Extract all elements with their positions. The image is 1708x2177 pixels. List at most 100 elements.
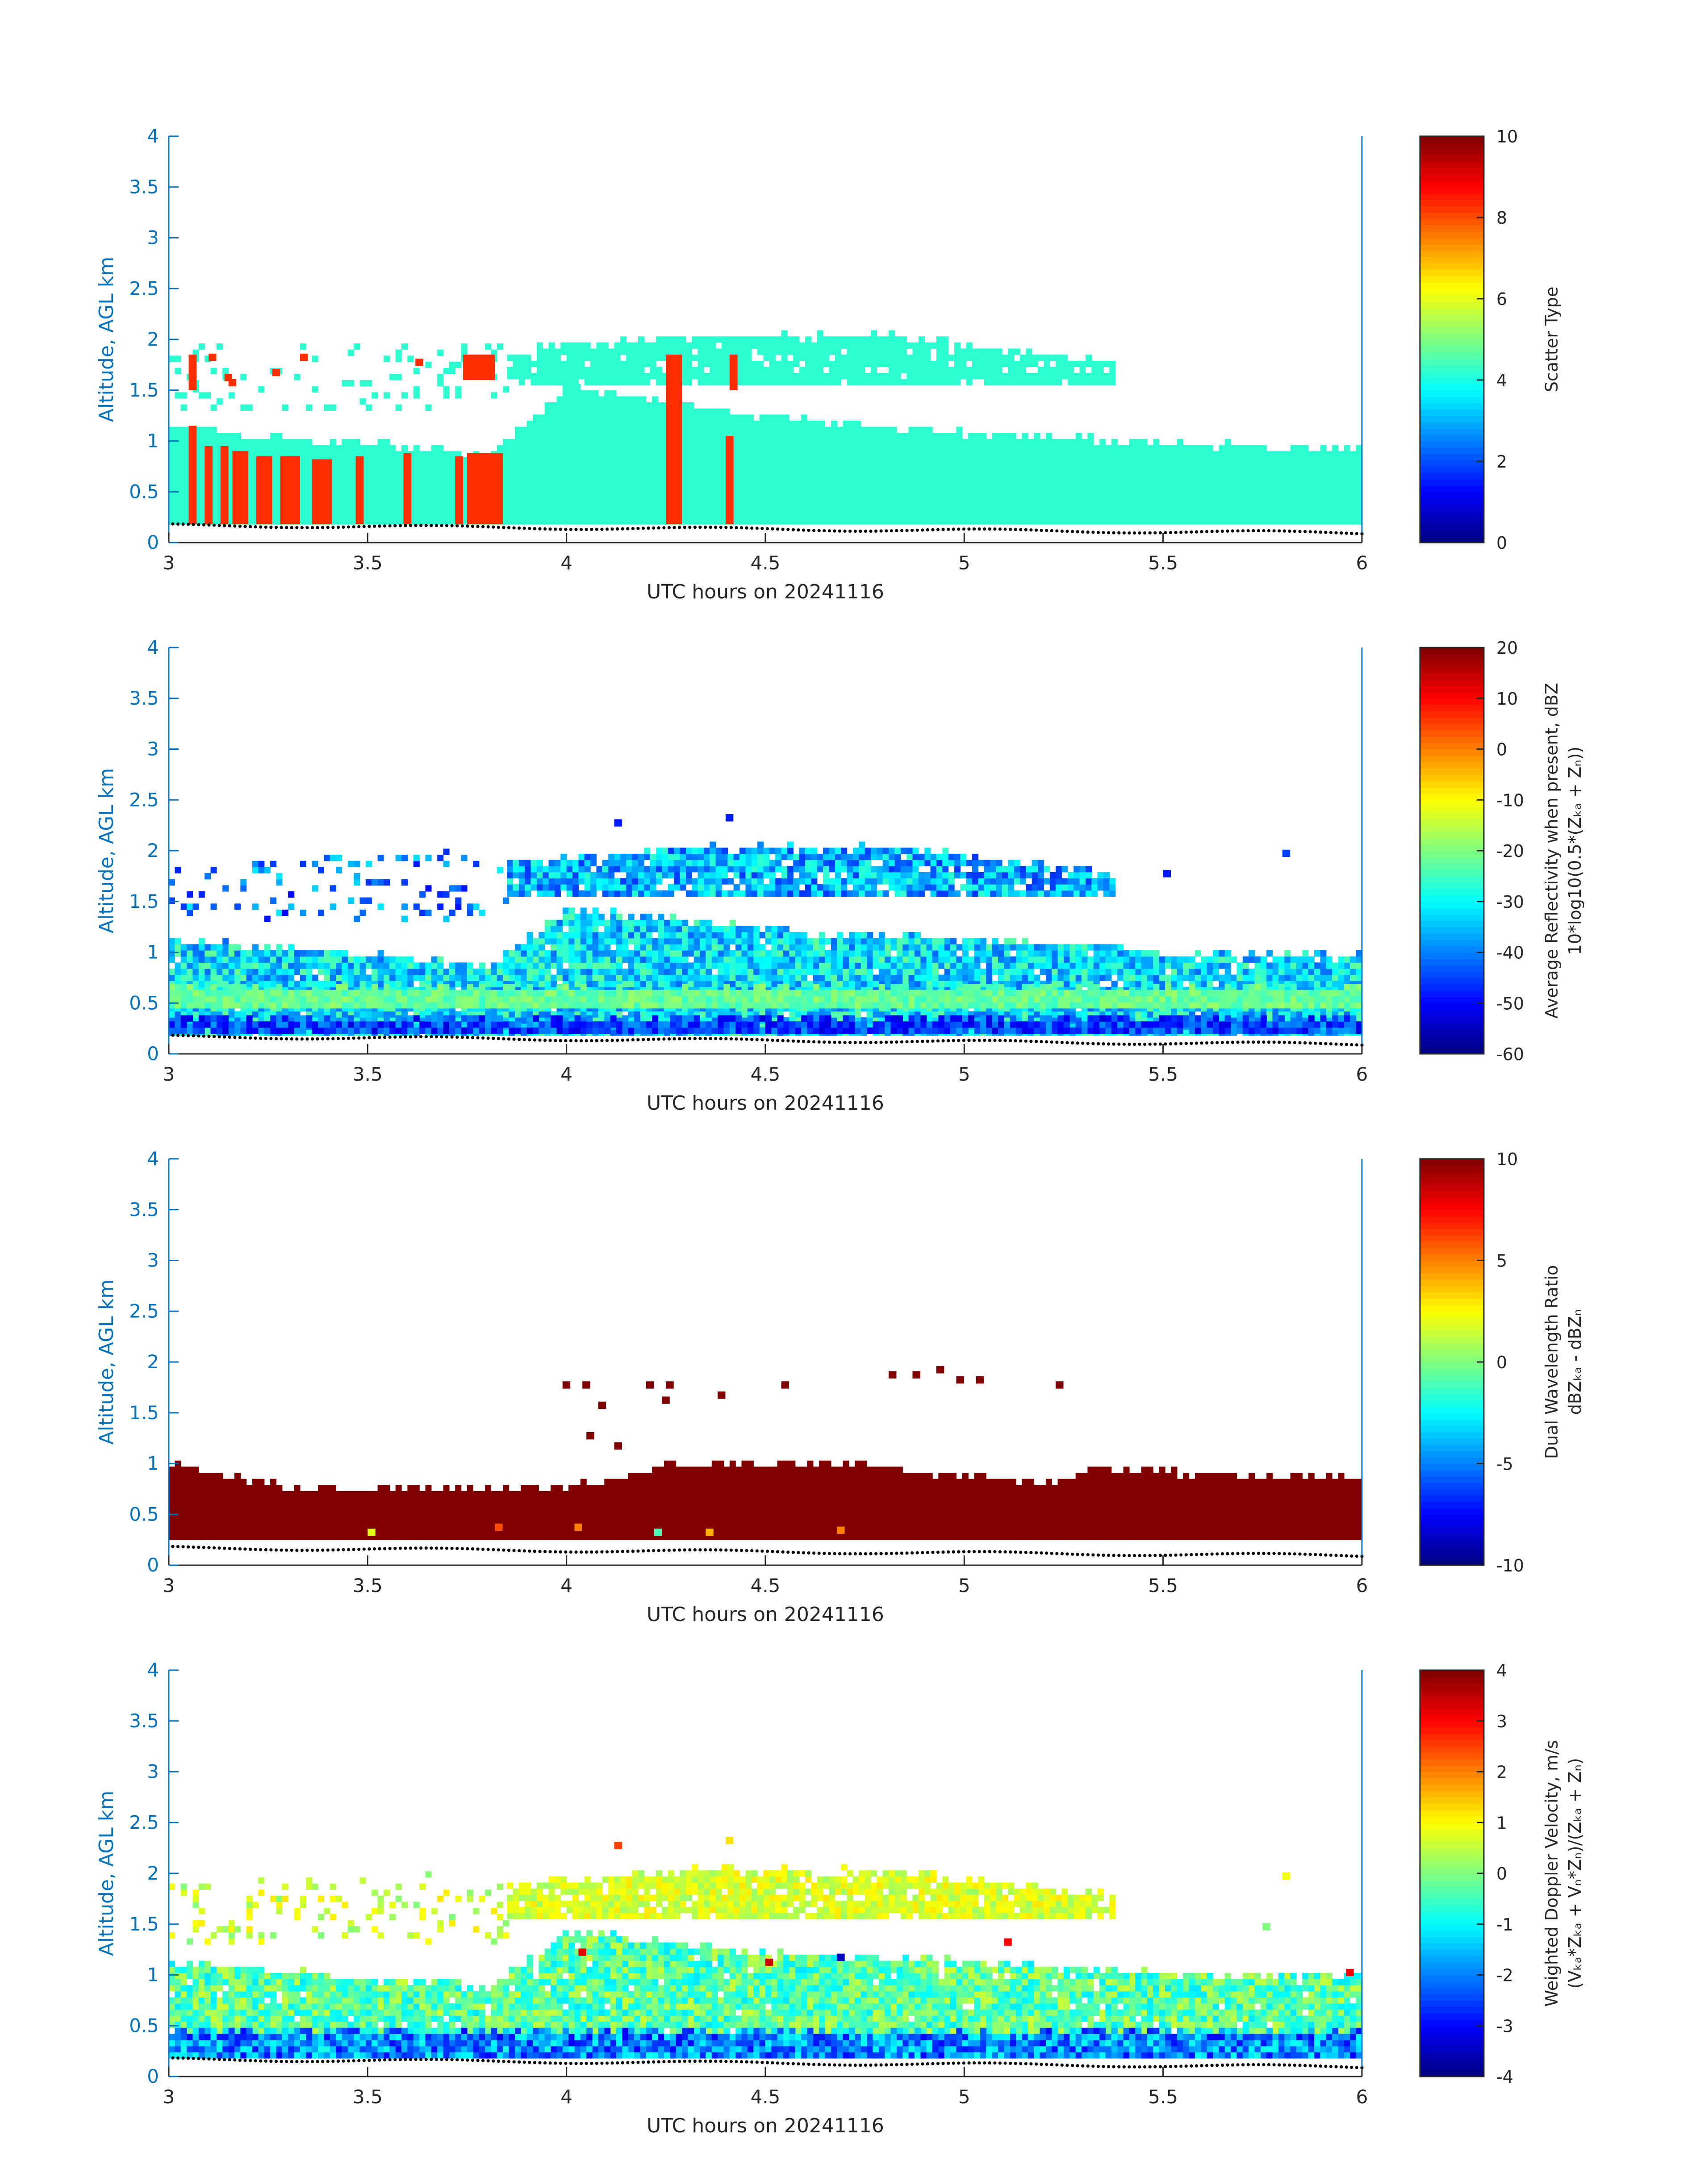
heatmap-cell	[503, 494, 509, 500]
heatmap-cell	[1344, 488, 1350, 494]
heatmap-cell	[539, 506, 545, 512]
heatmap-cell	[306, 476, 312, 482]
heatmap-cell	[396, 374, 402, 380]
heatmap-cell	[722, 361, 728, 367]
heatmap-cell	[885, 439, 891, 445]
heatmap-cell	[889, 379, 895, 385]
heatmap-cell	[366, 962, 372, 969]
heatmap-cell	[813, 488, 819, 494]
heatmap-cell	[783, 457, 789, 464]
heatmap-cell	[509, 969, 515, 975]
surface-dot	[931, 528, 934, 531]
heatmap-cell	[1004, 445, 1010, 451]
heatmap-cell	[801, 457, 807, 464]
heatmap-cell	[556, 396, 563, 402]
heatmap-cell	[1058, 482, 1064, 488]
heatmap-cell	[192, 944, 199, 950]
heatmap-cell	[568, 390, 575, 397]
heatmap-cell	[1147, 494, 1153, 500]
heatmap-cell	[902, 464, 909, 470]
surface-dot	[233, 524, 236, 527]
heatmap-cell	[1058, 488, 1064, 494]
heatmap-cell	[753, 451, 760, 457]
heatmap-cell	[1159, 451, 1165, 457]
heatmap-cell	[634, 464, 640, 470]
heatmap-cell	[598, 427, 605, 433]
heatmap-cell	[938, 500, 944, 506]
heatmap-cell	[431, 482, 438, 488]
heatmap-cell	[509, 464, 515, 470]
heatmap-cell	[865, 361, 871, 367]
heatmap-cell	[348, 512, 354, 518]
heatmap-cell	[366, 457, 372, 464]
heatmap-cell	[1129, 464, 1136, 470]
heatmap-cell	[519, 367, 525, 373]
heatmap-cell	[1010, 500, 1016, 506]
heatmap-cell	[634, 457, 640, 464]
heatmap-cell	[735, 518, 742, 524]
heatmap-cell	[891, 451, 897, 457]
heatmap-cell	[1213, 476, 1219, 482]
heatmap-cell	[513, 355, 519, 361]
heatmap-cell	[443, 512, 450, 518]
heatmap-cell	[694, 414, 700, 421]
heatmap-cell	[568, 396, 575, 402]
surface-dot	[1262, 529, 1265, 532]
heatmap-cell	[1153, 500, 1159, 506]
heatmap-cell	[787, 349, 793, 355]
heatmap-cell	[372, 482, 378, 488]
heatmap-cell	[837, 445, 843, 451]
heatmap-cell	[1076, 433, 1082, 439]
heatmap-cell	[646, 494, 652, 500]
heatmap-cell	[682, 482, 688, 488]
heatmap-cell	[1249, 451, 1255, 457]
heatmap-cell	[1098, 361, 1104, 367]
heatmap-cell	[968, 445, 974, 451]
heatmap-cell	[966, 373, 973, 379]
heatmap-cell	[998, 469, 1004, 476]
heatmap-cell	[515, 469, 521, 476]
heatmap-cell	[1141, 500, 1148, 506]
heatmap-cell	[503, 439, 509, 445]
heatmap-cell	[837, 451, 843, 457]
surface-dot	[874, 530, 877, 533]
heatmap-cell	[789, 518, 795, 524]
heatmap-cell	[906, 367, 913, 373]
heatmap-cell	[551, 414, 557, 421]
heatmap-cell	[1028, 518, 1034, 524]
heatmap-cell	[855, 439, 861, 445]
heatmap-cell	[628, 506, 635, 512]
heatmap-cell	[873, 476, 879, 482]
heatmap-cell	[1165, 476, 1171, 482]
heatmap-cell	[710, 343, 716, 349]
heatmap-cell	[1332, 482, 1338, 488]
heatmap-cell	[924, 367, 931, 373]
heatmap-cell	[1284, 457, 1290, 464]
heatmap-cell	[199, 476, 205, 482]
heatmap-cell	[837, 482, 843, 488]
heatmap-cell	[1195, 457, 1201, 464]
heatmap-cell	[515, 482, 521, 488]
heatmap-cell	[950, 464, 956, 470]
heatmap-cell	[1261, 488, 1267, 494]
heatmap-cell	[954, 361, 960, 367]
surface-dot	[1303, 530, 1307, 533]
heatmap-cell	[831, 476, 837, 482]
heatmap-cell	[1038, 367, 1044, 373]
heatmap-cell	[1002, 355, 1008, 361]
heatmap-cell	[1016, 506, 1022, 512]
heatmap-cell	[593, 482, 599, 488]
heatmap-cell	[658, 457, 664, 464]
heatmap-cell	[545, 457, 551, 464]
heatmap-cell	[1014, 367, 1020, 373]
surface-dot	[833, 529, 836, 532]
heatmap-cell	[819, 464, 825, 470]
heatmap-cell	[169, 512, 175, 518]
heatmap-cell	[336, 957, 342, 963]
heatmap-cell	[795, 482, 802, 488]
heatmap-cell	[986, 482, 992, 488]
heatmap-cell	[396, 969, 402, 975]
heatmap-cell	[853, 367, 859, 373]
heatmap-cell	[205, 957, 211, 963]
heatmap-cell	[1273, 469, 1279, 476]
